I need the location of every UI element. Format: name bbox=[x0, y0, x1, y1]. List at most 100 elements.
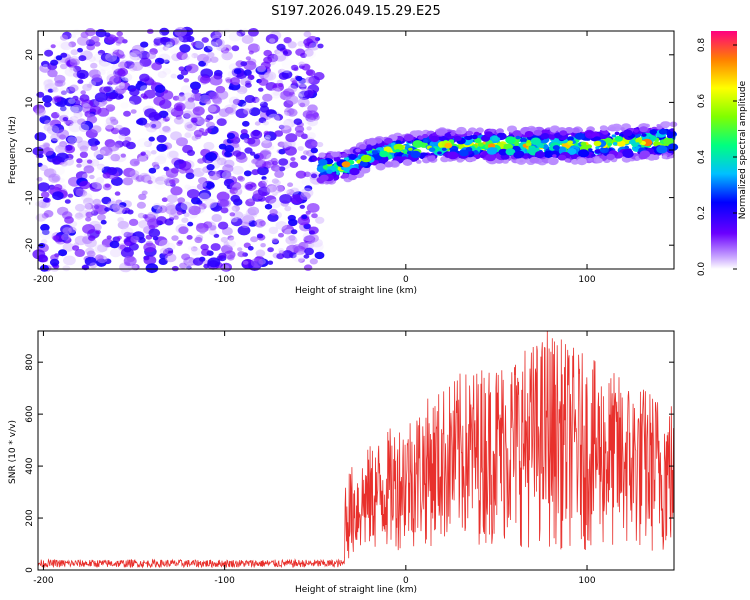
noise-cell bbox=[165, 44, 175, 52]
noise-cell bbox=[197, 158, 205, 164]
noise-cell bbox=[65, 135, 76, 144]
noise-cell bbox=[114, 191, 121, 196]
noise-cell bbox=[200, 68, 213, 78]
noise-cell bbox=[282, 250, 293, 259]
noise-cell bbox=[68, 98, 76, 104]
noise-cell bbox=[176, 210, 183, 215]
noise-cell bbox=[137, 117, 148, 126]
signal-cell bbox=[515, 135, 521, 140]
noise-cell bbox=[265, 34, 279, 44]
spectrogram-cells bbox=[32, 26, 679, 274]
noise-cell bbox=[190, 246, 198, 252]
noise-cell bbox=[43, 79, 53, 87]
noise-cell bbox=[301, 63, 311, 71]
noise-cell bbox=[224, 151, 233, 158]
noise-cell bbox=[195, 223, 209, 233]
noise-cell bbox=[315, 216, 325, 224]
x-tick-label: -100 bbox=[214, 576, 235, 586]
noise-cell bbox=[116, 82, 126, 90]
noise-cell bbox=[179, 44, 191, 53]
noise-cell bbox=[56, 129, 69, 139]
noise-cell bbox=[259, 105, 270, 113]
signal-cell bbox=[406, 151, 412, 155]
noise-cell bbox=[74, 203, 85, 212]
noise-cell bbox=[91, 125, 102, 134]
noise-cell bbox=[286, 108, 298, 117]
noise-cell bbox=[224, 145, 235, 153]
signal-cell bbox=[595, 158, 603, 164]
signal-cell bbox=[638, 152, 648, 160]
noise-cell bbox=[168, 150, 179, 159]
noise-cell bbox=[288, 218, 298, 227]
noise-cell bbox=[70, 49, 79, 56]
noise-cell bbox=[86, 250, 96, 258]
noise-cell bbox=[120, 102, 129, 109]
noise-cell bbox=[50, 138, 58, 144]
y-tick-label: 800 bbox=[25, 353, 35, 370]
noise-cell bbox=[124, 73, 135, 82]
noise-cell bbox=[157, 170, 167, 178]
noise-cell bbox=[125, 241, 131, 246]
noise-cell bbox=[60, 41, 72, 51]
signal-cell bbox=[427, 155, 436, 162]
noise-cell bbox=[229, 212, 236, 217]
noise-cell bbox=[97, 107, 110, 117]
noise-cell bbox=[306, 203, 320, 213]
noise-cell bbox=[254, 121, 261, 126]
snr-panel: -200 -100 0 100 0 200 400 600 800 Height of str… bbox=[8, 330, 675, 595]
noise-cell bbox=[200, 166, 208, 173]
noise-cell bbox=[256, 233, 264, 239]
signal-cell bbox=[396, 156, 404, 162]
noise-cell bbox=[129, 95, 142, 105]
noise-cell bbox=[231, 45, 240, 52]
noise-cell bbox=[62, 117, 69, 122]
noise-cell bbox=[200, 243, 209, 251]
noise-cell bbox=[231, 205, 240, 212]
noise-cell bbox=[74, 212, 84, 220]
noise-cell bbox=[293, 118, 303, 125]
x-tick-label: 0 bbox=[403, 275, 409, 285]
noise-cell bbox=[117, 217, 124, 223]
noise-cell bbox=[99, 61, 112, 72]
noise-cell bbox=[42, 197, 50, 203]
noise-cell bbox=[185, 172, 195, 180]
noise-cell bbox=[61, 233, 71, 241]
noise-cell bbox=[253, 154, 260, 159]
noise-cell bbox=[151, 62, 162, 71]
noise-cell bbox=[174, 26, 187, 37]
noise-cell bbox=[307, 118, 318, 127]
noise-cell bbox=[268, 226, 279, 235]
noise-cell bbox=[100, 219, 107, 225]
y-tick-label: -10 bbox=[25, 190, 35, 205]
noise-cell bbox=[162, 68, 172, 75]
noise-cell bbox=[116, 235, 122, 240]
noise-cell bbox=[121, 227, 134, 237]
noise-cell bbox=[283, 190, 289, 194]
noise-cell bbox=[245, 82, 252, 88]
noise-cell bbox=[233, 211, 244, 220]
noise-cell bbox=[129, 170, 140, 178]
noise-cell bbox=[80, 90, 86, 95]
signal-cell bbox=[528, 147, 537, 153]
signal-cell bbox=[470, 157, 477, 162]
noise-cell bbox=[263, 71, 277, 81]
noise-cell bbox=[217, 198, 229, 207]
noise-cell bbox=[115, 36, 125, 44]
noise-cell bbox=[287, 182, 294, 187]
noise-cell bbox=[114, 85, 127, 95]
noise-cell bbox=[304, 185, 313, 192]
spectrogram-x-label: Height of straight line (km) bbox=[295, 286, 417, 296]
signal-cell bbox=[333, 156, 341, 162]
noise-cell bbox=[94, 244, 106, 254]
noise-cell bbox=[276, 185, 285, 192]
noise-cell bbox=[55, 144, 67, 154]
signal-cell bbox=[402, 159, 413, 166]
noise-cell bbox=[169, 37, 180, 45]
colorbar-tick-label: 0.8 bbox=[697, 38, 707, 53]
noise-cell bbox=[68, 122, 82, 133]
noise-cell bbox=[42, 64, 49, 69]
noise-cell bbox=[106, 167, 118, 176]
signal-cell bbox=[611, 134, 617, 138]
noise-cell bbox=[228, 96, 240, 105]
